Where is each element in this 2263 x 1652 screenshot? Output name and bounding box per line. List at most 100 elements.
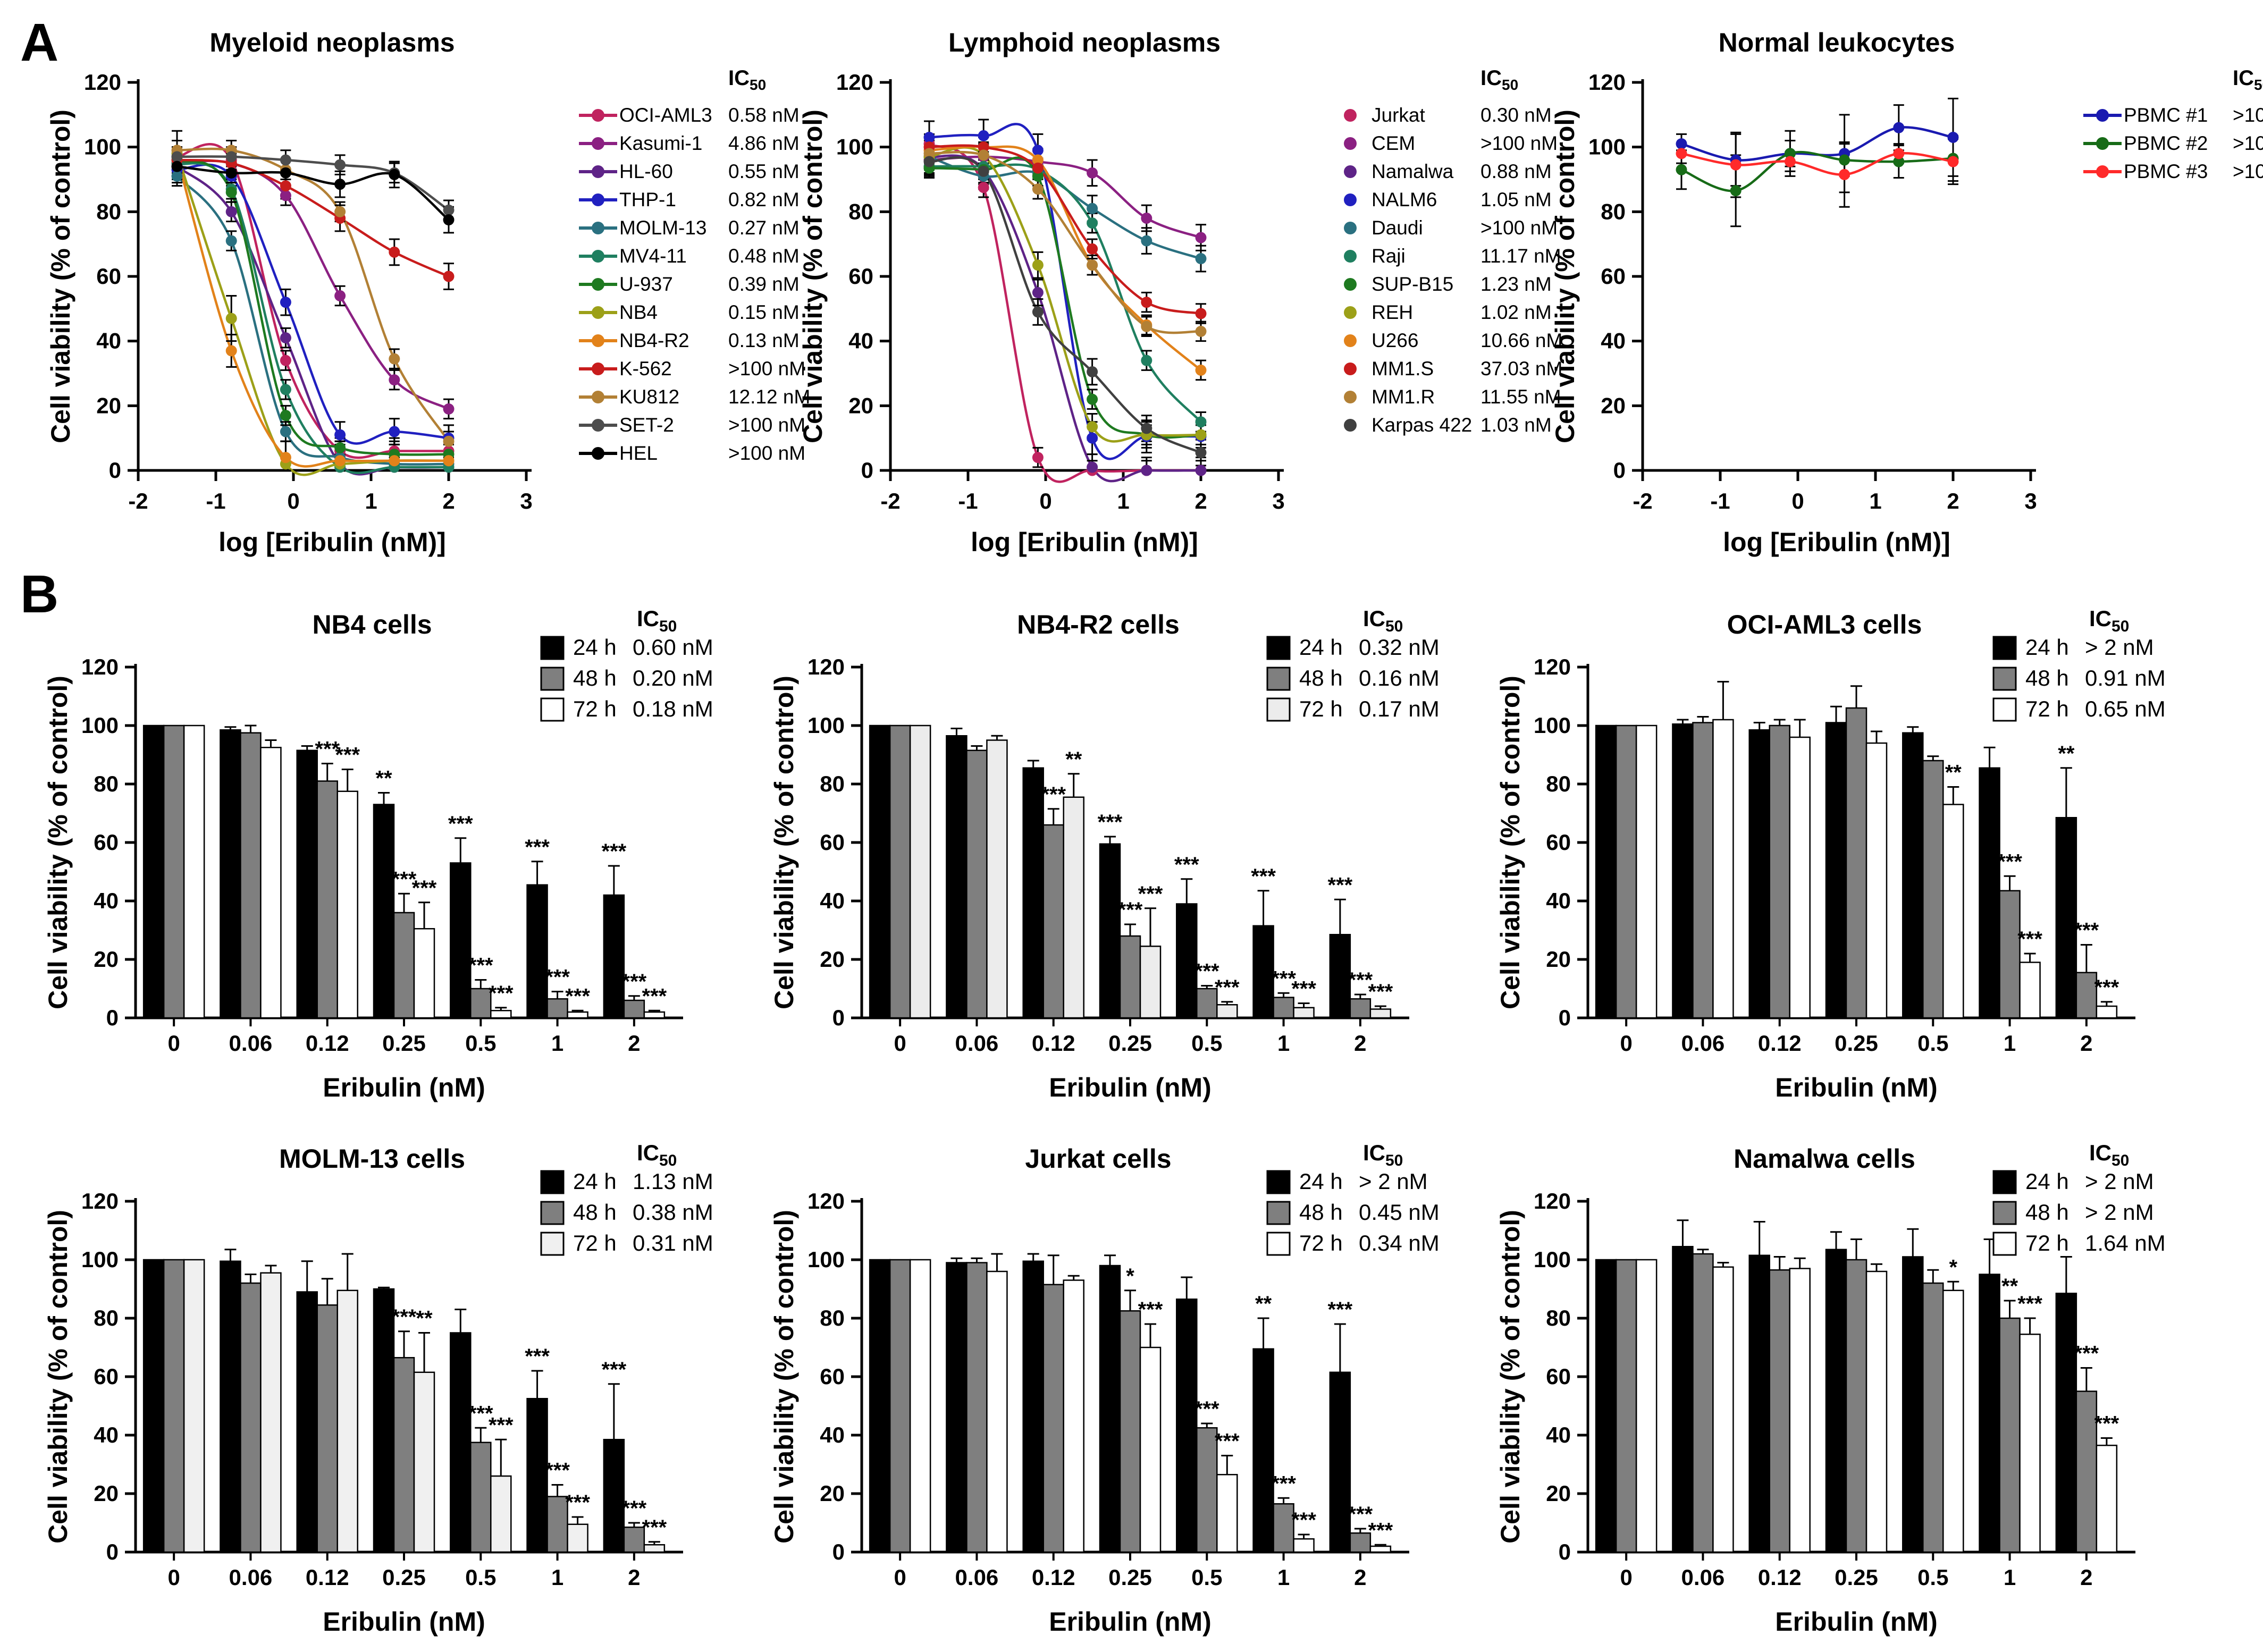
bar-72 h-0.5 xyxy=(490,1010,512,1019)
y-tick-label: 80 xyxy=(820,771,845,796)
bar-48 h-1 xyxy=(1999,890,2021,1019)
legend-ic50-value: > 2 nM xyxy=(1359,1169,1428,1194)
y-tick-label: 120 xyxy=(81,1189,119,1213)
bar-48 h-0.5 xyxy=(1922,760,1944,1019)
data-point xyxy=(1032,183,1044,195)
significance-label: *** xyxy=(622,1497,647,1520)
legend-series-name: NALM6 xyxy=(1372,188,1437,210)
legend-ic50-value: >100 nM xyxy=(728,414,806,436)
legend-item-THP-1: THP-1 0.82 nM xyxy=(577,186,800,214)
legend-swatch xyxy=(540,1170,565,1194)
y-tick-label: 60 xyxy=(96,264,121,289)
significance-label: *** xyxy=(642,1516,667,1539)
series-marker-icon xyxy=(2083,137,2122,150)
y-axis-label: Cell viability (% of control) xyxy=(43,676,73,1009)
y-tick-label: 100 xyxy=(1534,1247,1571,1272)
y-tick-label: 20 xyxy=(1546,947,1571,972)
bar-48 h-2 xyxy=(1349,1532,1372,1553)
y-tick-label: 20 xyxy=(1546,1481,1571,1506)
significance-label: *** xyxy=(412,876,437,900)
legend-ic50-value: >100 nM xyxy=(728,442,806,464)
y-axis-label: Cell viability (% of control) xyxy=(1550,109,1580,443)
legend-item-NB4-R2: NB4-R2 0.13 nM xyxy=(577,326,800,355)
y-tick-label: 100 xyxy=(81,1247,119,1272)
data-point xyxy=(1032,145,1044,156)
category-label: 0.06 xyxy=(1681,1565,1725,1590)
significance-label: *** xyxy=(1138,1298,1163,1321)
y-tick-label: 40 xyxy=(94,1422,119,1447)
category-label: 2 xyxy=(2080,1031,2092,1056)
bar-24 h-0 xyxy=(142,1259,165,1553)
series-marker-icon xyxy=(1344,390,1357,403)
bar-48 h-0 xyxy=(1615,1259,1637,1553)
data-point xyxy=(1195,429,1207,441)
data-point xyxy=(1730,159,1742,171)
y-tick-label: 120 xyxy=(81,654,119,679)
legend-ic50-value: 0.30 nM xyxy=(1480,104,1552,126)
data-point xyxy=(280,190,291,201)
category-label: 1 xyxy=(2004,1031,2016,1056)
data-point xyxy=(1087,366,1098,377)
legend-series-name: MV4-11 xyxy=(619,245,687,267)
bar-72 h-0.5 xyxy=(1216,1474,1238,1553)
data-point xyxy=(1087,203,1098,214)
series-marker-icon xyxy=(579,390,617,403)
series-curve-MM1.R xyxy=(929,150,1201,334)
data-point xyxy=(1676,164,1687,175)
data-point xyxy=(1893,156,1905,167)
bar-72 h-0.25 xyxy=(1865,1270,1888,1553)
data-point xyxy=(1839,168,1850,180)
legend-series-name: PBMC #3 xyxy=(2124,160,2208,182)
y-tick-label: 0 xyxy=(1613,458,1626,483)
ic50-header: IC50 xyxy=(637,1140,677,1169)
significance-label: *** xyxy=(2074,1342,2099,1366)
bar-24 h-1 xyxy=(1252,1348,1274,1553)
data-point xyxy=(1893,122,1905,133)
significance-label: *** xyxy=(565,984,590,1008)
legend-time-label: 72 h xyxy=(573,1230,617,1255)
legend-swatch xyxy=(1992,697,2017,722)
significance-label: *** xyxy=(2074,919,2099,942)
y-axis-label: Cell viability (% of control) xyxy=(798,109,828,443)
bar-72 h-0 xyxy=(1635,1259,1658,1553)
y-tick-label: 0 xyxy=(106,1005,119,1030)
bar-24 h-0 xyxy=(142,724,165,1019)
y-tick-label: 120 xyxy=(1588,70,1626,95)
legend-ic50-value: 0.17 nM xyxy=(1359,696,1440,721)
y-axis-label: Cell viability (% of control) xyxy=(1495,676,1525,1009)
data-point xyxy=(1032,306,1044,318)
bar-72 h-0.12 xyxy=(336,790,358,1019)
bar-48 h-0.12 xyxy=(1769,1269,1790,1553)
bar-48 h-0 xyxy=(889,724,911,1019)
data-point xyxy=(171,161,183,172)
bar-24 h-0.25 xyxy=(373,1288,395,1553)
legend-swatch xyxy=(1266,697,1291,722)
x-axis-label: Eribulin (nM) xyxy=(1049,1073,1212,1102)
bar-24 h-0.06 xyxy=(946,735,968,1019)
x-axis-label: Eribulin (nM) xyxy=(1775,1073,1938,1102)
category-label: 1 xyxy=(551,1565,563,1590)
legend-item-NB4: NB4 0.15 nM xyxy=(577,298,800,326)
legend-item-MM1.S: MM1.S 37.03 nM xyxy=(1329,355,1562,383)
data-point xyxy=(334,290,346,301)
series-marker-icon xyxy=(579,221,617,234)
data-point xyxy=(1032,154,1044,166)
y-tick-label: 100 xyxy=(807,713,845,738)
legend-time-label: 24 h xyxy=(1299,635,1343,660)
legend-ic50-value: 0.39 nM xyxy=(728,273,800,295)
data-point xyxy=(334,442,346,453)
legend-item-SET-2: SET-2 >100 nM xyxy=(577,411,805,439)
data-point xyxy=(923,148,935,159)
panel-a: Myeloid neoplasms 0 20 40 60 80 100 120 -2 -1 0 1 2 3… xyxy=(0,0,2263,566)
category-label: 2 xyxy=(628,1565,640,1590)
series-marker-icon xyxy=(579,137,617,150)
significance-label: *** xyxy=(1271,967,1296,990)
category-label: 0.5 xyxy=(1191,1031,1222,1056)
data-point xyxy=(280,154,291,166)
legend-ic50-value: 0.13 nM xyxy=(728,329,800,351)
y-tick-label: 40 xyxy=(820,1422,845,1447)
x-tick-label: 3 xyxy=(520,488,532,513)
